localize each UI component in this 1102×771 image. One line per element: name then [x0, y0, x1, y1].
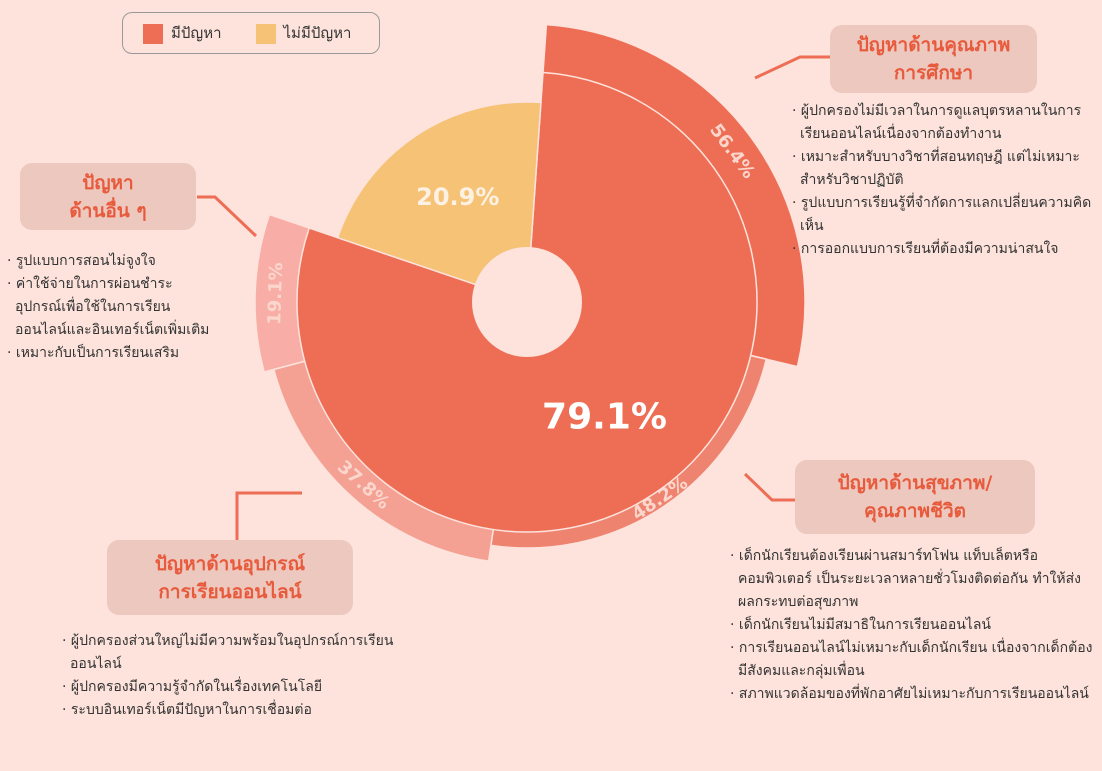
legend-item: มีปัญหา — [143, 21, 222, 45]
pie-slice — [336, 101, 542, 304]
detail-item: การออกแบบการเรียนที่ต้องมีความน่าสนใจ — [788, 238, 1098, 261]
title-line: ปัญหาด้านสุขภาพ/ — [837, 472, 993, 494]
legend-swatch — [143, 23, 163, 44]
title-line: ด้านอื่น ๆ — [69, 199, 147, 222]
group-title: ปัญหาด้านอุปกรณ์การเรียนออนไลน์ — [107, 540, 353, 615]
group-title: ปัญหาด้านคุณภาพการศึกษา — [830, 25, 1037, 93]
connector — [197, 195, 258, 238]
detail-list: ผู้ปกครองส่วนใหญ่ไม่มีความพร้อมในอุปกรณ์… — [58, 630, 408, 722]
legend-label: ไม่มีปัญหา — [283, 24, 352, 42]
title-line: คุณภาพชีวิต — [864, 500, 966, 522]
title-line: การเรียนออนไลน์ — [158, 580, 302, 603]
detail-item: การเรียนออนไลน์ไม่เหมาะกับเด็กนักเรียน เ… — [726, 637, 1096, 683]
group-title: ปัญหาด้านสุขภาพ/คุณภาพชีวิต — [795, 460, 1035, 534]
connector — [754, 55, 832, 80]
group-title: ปัญหาด้านอื่น ๆ — [20, 163, 196, 230]
detail-item: ค่าใช้จ่ายในการผ่อนชำระอุปกรณ์เพื่อใช้ใน… — [3, 273, 213, 342]
detail-item: เด็กนักเรียนต้องเรียนผ่านสมาร์ทโฟน แท็บเ… — [726, 545, 1096, 614]
detail-list: เด็กนักเรียนต้องเรียนผ่านสมาร์ทโฟน แท็บเ… — [726, 545, 1096, 706]
detail-item: ผู้ปกครองไม่มีเวลาในการดูแลบุตรหลานในการ… — [788, 100, 1098, 146]
legend-item: ไม่มีปัญหา — [255, 21, 352, 45]
legend-label: มีปัญหา — [171, 24, 222, 42]
detail-list: ผู้ปกครองไม่มีเวลาในการดูแลบุตรหลานในการ… — [788, 100, 1098, 261]
detail-item: ระบบอินเทอร์เน็ตมีปัญหาในการเชื่อมต่อ — [58, 699, 408, 722]
title-line: การศึกษา — [893, 62, 974, 84]
legend-swatch — [255, 23, 276, 44]
ring-value-label: 19.1% — [264, 262, 287, 325]
connector — [235, 491, 302, 541]
detail-item: ผู้ปกครองส่วนใหญ่ไม่มีความพร้อมในอุปกรณ์… — [58, 630, 408, 676]
detail-item: สภาพแวดล้อมของที่พักอาศัยไม่เหมาะกับการเ… — [726, 683, 1096, 706]
slice-value-label: 20.9% — [416, 183, 499, 211]
detail-item: เหมาะสำหรับบางวิชาที่สอนทฤษฎี แต่ไม่เหมา… — [788, 146, 1098, 192]
detail-item: ผู้ปกครองมีความรู้จำกัดในเรื่องเทคโนโลยี — [58, 676, 408, 699]
detail-item: รูปแบบการเรียนรู้ที่จำกัดการแลกเปลี่ยนคว… — [788, 192, 1098, 238]
donut-hole — [472, 247, 582, 357]
connector — [743, 472, 796, 502]
title-line: ปัญหา — [82, 171, 134, 194]
title-line: ปัญหาด้านอุปกรณ์ — [154, 552, 306, 575]
legend: มีปัญหา ไม่มีปัญหา — [122, 12, 380, 54]
detail-list: รูปแบบการสอนไม่จูงใจค่าใช้จ่ายในการผ่อนช… — [3, 250, 213, 365]
title-line: ปัญหาด้านคุณภาพ — [856, 34, 1011, 56]
slice-value-label: 79.1% — [542, 397, 667, 438]
detail-item: เหมาะกับเป็นการเรียนเสริม — [3, 342, 213, 365]
detail-item: เด็กนักเรียนไม่มีสมาธิในการเรียนออนไลน์ — [726, 614, 1096, 637]
detail-item: รูปแบบการสอนไม่จูงใจ — [3, 250, 213, 273]
